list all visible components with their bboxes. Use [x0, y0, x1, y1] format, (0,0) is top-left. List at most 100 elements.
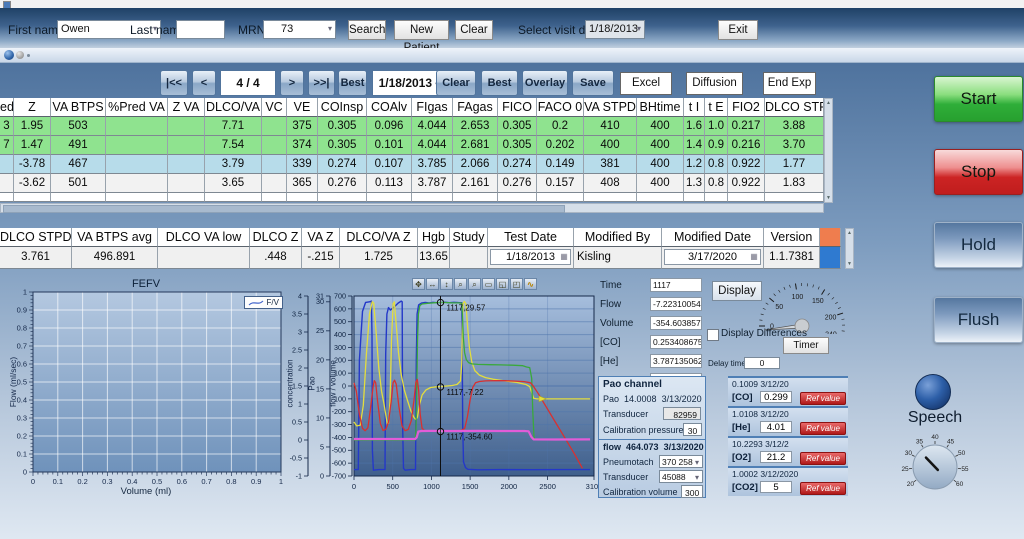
- summary-cell[interactable]: 1.1.7381: [764, 247, 820, 269]
- pneumotach-select[interactable]: 370 258▾: [659, 455, 703, 468]
- summary-grid-vscrollbar[interactable]: ▲ ▼: [845, 228, 854, 269]
- back-icon[interactable]: [4, 50, 14, 60]
- grid-cell[interactable]: [0, 174, 14, 193]
- first-trial-button[interactable]: |<<: [160, 70, 188, 96]
- excel-button[interactable]: Excel: [620, 72, 672, 95]
- grid-cell[interactable]: 0.216: [728, 136, 765, 155]
- results-grid-hscrollbar[interactable]: [0, 203, 824, 213]
- grid-cell[interactable]: 0.276: [318, 174, 367, 193]
- hscroll-thumb[interactable]: [3, 205, 565, 213]
- ref-value-button[interactable]: Ref value: [800, 452, 846, 465]
- summary-cell[interactable]: -.215: [302, 247, 340, 269]
- hold-button[interactable]: Hold: [934, 222, 1023, 268]
- end-exp-button[interactable]: End Exp: [763, 72, 816, 95]
- grid-cell[interactable]: 491: [51, 136, 106, 155]
- new-patient-button[interactable]: New Patient: [394, 20, 449, 40]
- grid-cell[interactable]: [262, 155, 287, 174]
- grid-cell[interactable]: 1.47: [14, 136, 51, 155]
- grid-cell[interactable]: 375: [287, 117, 318, 136]
- grid-cell[interactable]: 1.3: [684, 174, 705, 193]
- nav-menu-icon[interactable]: [27, 54, 30, 57]
- scroll-down-icon[interactable]: ▼: [826, 195, 831, 201]
- clear-patient-button[interactable]: Clear: [455, 20, 493, 40]
- grid-cell[interactable]: 0.305: [318, 136, 367, 155]
- grid-cell[interactable]: 0.217: [728, 117, 765, 136]
- grid-cell[interactable]: 0.276: [498, 174, 537, 193]
- grid-cell[interactable]: 1.2: [684, 155, 705, 174]
- summary-cell[interactable]: 1/18/2013▦: [488, 247, 574, 269]
- grid-cell[interactable]: 2.653: [453, 117, 498, 136]
- ref-value-button[interactable]: Ref value: [800, 482, 846, 495]
- grid-cell[interactable]: 0.9: [705, 136, 728, 155]
- grid-cell[interactable]: 3.785: [412, 155, 453, 174]
- grid-cell[interactable]: 0.113: [367, 174, 412, 193]
- transducer-input[interactable]: 82959: [663, 407, 701, 420]
- summary-scroll-accent[interactable]: [820, 228, 841, 247]
- grid-cell[interactable]: 400: [637, 155, 684, 174]
- grid-cell[interactable]: 339: [287, 155, 318, 174]
- grid-cell[interactable]: 1.6: [684, 117, 705, 136]
- grid-cell[interactable]: 0.157: [537, 174, 584, 193]
- summary-cell[interactable]: 3.761: [0, 247, 72, 269]
- calendar-icon[interactable]: ▦: [749, 252, 759, 262]
- ref-value-button[interactable]: Ref value: [800, 392, 846, 405]
- grid-cell[interactable]: 501: [51, 174, 106, 193]
- last-name-input[interactable]: [176, 20, 225, 39]
- scroll-up-icon[interactable]: ▲: [847, 230, 852, 236]
- next-trial-button[interactable]: >: [280, 70, 304, 96]
- grid-cell[interactable]: [106, 117, 168, 136]
- grid-cell[interactable]: 1.0: [705, 117, 728, 136]
- best-trial-button[interactable]: Best: [338, 70, 367, 96]
- forward-icon[interactable]: [16, 51, 24, 59]
- grid-cell[interactable]: 3.70: [765, 136, 824, 155]
- selected-cell[interactable]: [820, 247, 841, 269]
- grid-cell[interactable]: -3.78: [14, 155, 51, 174]
- display-differences-checkbox[interactable]: [707, 329, 719, 341]
- results-grid-vscrollbar[interactable]: ▲ ▼: [824, 98, 833, 203]
- grid-cell[interactable]: 374: [287, 136, 318, 155]
- grid-cell[interactable]: 0.305: [318, 117, 367, 136]
- grid-cell[interactable]: 0.274: [498, 155, 537, 174]
- timer-button[interactable]: Timer: [783, 337, 829, 354]
- grid-cell[interactable]: 2.066: [453, 155, 498, 174]
- grid-cell[interactable]: 1.77: [765, 155, 824, 174]
- grid-cell[interactable]: [0, 155, 14, 174]
- save-button[interactable]: Save: [572, 70, 614, 96]
- date-field[interactable]: 3/17/2020▦: [664, 249, 761, 265]
- overlay-button[interactable]: Overlay: [522, 70, 568, 96]
- grid-cell[interactable]: 0.305: [498, 136, 537, 155]
- grid-cell[interactable]: 400: [584, 136, 637, 155]
- grid-cell[interactable]: 503: [51, 117, 106, 136]
- grid-cell[interactable]: 1.95: [14, 117, 51, 136]
- mrn-select[interactable]: 73▾: [263, 20, 336, 39]
- fefv-chart[interactable]: FEFV 00.10.20.30.40.50.60.70.80.9100.10.…: [5, 278, 287, 502]
- grid-cell[interactable]: [262, 117, 287, 136]
- signal-value-input[interactable]: -7.223100548: [650, 297, 702, 311]
- gas-value-input[interactable]: 5: [760, 481, 792, 493]
- grid-cell[interactable]: [106, 136, 168, 155]
- grid-cell[interactable]: 1.83: [765, 174, 824, 193]
- grid-cell[interactable]: 0.2: [537, 117, 584, 136]
- grid-cell[interactable]: [106, 155, 168, 174]
- scroll-down-icon[interactable]: ▼: [847, 261, 852, 267]
- grid-cell[interactable]: -3.62: [14, 174, 51, 193]
- visit-date-select[interactable]: 1/18/2013▾: [585, 20, 645, 39]
- grid-cell[interactable]: 0.305: [498, 117, 537, 136]
- grid-cell[interactable]: 2.161: [453, 174, 498, 193]
- calibration-pressure-input[interactable]: 30: [683, 423, 702, 436]
- grid-cell[interactable]: 0.922: [728, 155, 765, 174]
- grid-cell[interactable]: 0.922: [728, 174, 765, 193]
- grid-cell[interactable]: 400: [637, 117, 684, 136]
- volume-knob[interactable]: 202530354045505560: [900, 434, 970, 502]
- signal-value-input[interactable]: 1117: [650, 278, 702, 292]
- grid-cell[interactable]: 4.044: [412, 117, 453, 136]
- diffusion-button[interactable]: Diffusion: [686, 72, 743, 95]
- calendar-icon[interactable]: ▦: [559, 252, 569, 262]
- date-field[interactable]: 1/18/2013▦: [490, 249, 571, 265]
- trial-date-select[interactable]: 1/18/2013 ▾: [372, 70, 446, 96]
- flow-transducer-select[interactable]: 45088▾: [659, 470, 703, 483]
- grid-cell[interactable]: [106, 174, 168, 193]
- grid-cell[interactable]: 0.8: [705, 174, 728, 193]
- search-button[interactable]: Search: [348, 20, 386, 40]
- grid-cell[interactable]: 7: [0, 136, 14, 155]
